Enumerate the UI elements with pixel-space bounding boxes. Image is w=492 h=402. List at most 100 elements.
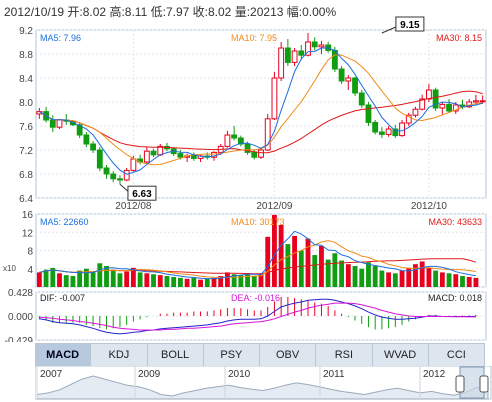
- candle-body: [358, 92, 365, 106]
- tab-kdj[interactable]: KDJ: [91, 344, 148, 366]
- candle-body: [56, 119, 63, 128]
- volume-bar: [157, 275, 163, 287]
- stock-chart: 6.4 6.8 7.2 7.6 8.0 8.4 8.8 9.2 2012/08 2012/09 20…: [3, 16, 487, 342]
- volume-bar: [312, 255, 318, 287]
- price-tick-label: 7.6: [19, 122, 33, 133]
- quote-date: 2012/10/19: [4, 5, 65, 19]
- volume-value: 20213: [250, 5, 284, 19]
- macd-legend: MACD: 0.018: [428, 293, 482, 303]
- candle-body: [392, 128, 399, 137]
- candle-body: [298, 50, 305, 56]
- candle-body: [473, 100, 479, 103]
- volume-bar: [211, 277, 217, 287]
- candle-body: [83, 134, 90, 145]
- volume-tick-label: 8: [27, 247, 33, 258]
- volume-bar: [399, 270, 405, 287]
- price-tick-label: 7.2: [19, 146, 33, 157]
- tab-wvad[interactable]: WVAD: [373, 344, 429, 366]
- volume-bar: [130, 267, 136, 287]
- tab-rsi[interactable]: RSI: [316, 344, 373, 366]
- tab-boll[interactable]: BOLL: [148, 344, 204, 366]
- candle-body: [224, 134, 231, 147]
- volume-bar: [225, 272, 230, 287]
- volume-bar: [339, 260, 345, 287]
- tab-macd[interactable]: MACD: [35, 344, 92, 366]
- volume-unit-label: x10: [3, 264, 16, 273]
- date-tick-label: 2012/08: [115, 201, 152, 212]
- volume-bar: [191, 277, 197, 287]
- candle-body: [345, 77, 352, 82]
- volume-bar: [144, 273, 150, 287]
- volume-bar: [386, 272, 392, 287]
- candle-body: [76, 124, 83, 136]
- volume-bar: [265, 236, 271, 287]
- candle-body: [318, 44, 325, 48]
- navigator-year-label: 2007: [40, 369, 63, 380]
- volume-bar: [298, 250, 304, 287]
- volume-bar: [110, 269, 116, 287]
- volume-bar: [43, 269, 49, 287]
- volume-ma10-legend: MA10: 30173: [231, 217, 285, 227]
- navigator-left-handle[interactable]: [455, 375, 465, 393]
- candle-body: [372, 121, 379, 133]
- volume-bar: [426, 267, 432, 287]
- volume-bar: [473, 277, 479, 287]
- volume-bar: [285, 244, 291, 287]
- volume-bar: [366, 262, 371, 287]
- volume-bar: [406, 267, 412, 287]
- volume-bar: [77, 270, 83, 287]
- date-tick-label: 2012/09: [256, 201, 293, 212]
- candle-body: [244, 143, 251, 153]
- volume-bar: [164, 276, 170, 287]
- volume-bar: [137, 272, 143, 287]
- candle-body: [150, 150, 157, 156]
- candle-body: [338, 68, 345, 82]
- macd-tick-label: -0.429: [5, 336, 34, 342]
- candle-body: [284, 47, 291, 63]
- navigator-right-handle[interactable]: [479, 375, 489, 393]
- close-value: 8.02: [208, 5, 232, 19]
- volume-bar: [466, 276, 472, 287]
- tab-obv[interactable]: OBV: [260, 344, 317, 366]
- volume-bar: [70, 276, 76, 287]
- candle-body: [271, 77, 278, 120]
- macd-tick-label: 0.428: [8, 288, 33, 299]
- candle-body: [365, 104, 372, 123]
- candle-body: [311, 41, 318, 48]
- volume-bar: [372, 266, 378, 287]
- volume-bar: [83, 268, 89, 287]
- navigator-year-label: 2011: [323, 369, 345, 380]
- high-annotation: 9.15: [400, 20, 420, 31]
- volume-bar: [433, 270, 439, 287]
- candle-body: [385, 128, 392, 135]
- volume-bar: [171, 276, 177, 287]
- macd-tick-label: 0.000: [8, 312, 33, 323]
- open-value: 8.02: [82, 5, 107, 19]
- volume-bar: [446, 273, 452, 287]
- tab-cci[interactable]: CCI: [429, 344, 485, 366]
- volume-tick-label: 4: [27, 265, 33, 276]
- ma10-line: [39, 54, 483, 166]
- high-value: 8.11: [124, 5, 148, 19]
- high-callout-box: [395, 16, 425, 32]
- candle-body: [452, 104, 459, 112]
- low-label: 低:: [150, 5, 166, 19]
- volume-bar: [392, 273, 398, 287]
- price-plot-frame: [35, 29, 487, 199]
- time-navigator[interactable]: 2007 2009 2010 2011 2012: [35, 366, 492, 400]
- volume-bar: [251, 276, 257, 287]
- volume-bar: [184, 278, 190, 287]
- high-label: 高:: [109, 5, 125, 19]
- candle-body: [405, 114, 412, 124]
- volume-bar: [332, 253, 338, 287]
- dif-legend: DIF: -0.007: [40, 293, 85, 303]
- candle-body: [419, 98, 426, 110]
- volume-bar: [90, 271, 96, 287]
- low-callout-box: [127, 185, 157, 201]
- candle-body: [479, 100, 486, 103]
- navigator-history-area: [36, 375, 489, 400]
- tab-psy[interactable]: PSY: [204, 344, 260, 366]
- open-label: 开:: [67, 5, 83, 19]
- volume-bar: [319, 245, 324, 287]
- volume-bar: [272, 214, 277, 287]
